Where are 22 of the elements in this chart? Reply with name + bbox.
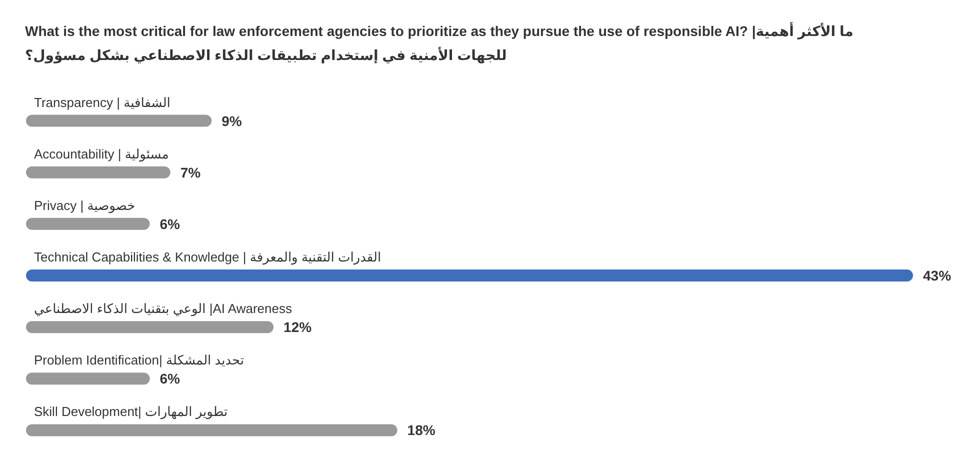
data-label: 6% [160,370,181,387]
y-tick-label: Accountability | مسئولية [34,146,169,162]
y-tick-label: Skill Development| تطوير المهارات [34,404,228,420]
data-label: 12% [284,319,312,336]
bar [26,218,150,230]
data-label: 7% [180,164,202,180]
y-tick-label: Transparency | الشفافية [34,94,170,110]
y-tick-label: Problem Identification| تحديد المشكلة [34,352,244,368]
bar [26,114,212,127]
bar [26,321,274,334]
data-label: 6% [160,216,181,232]
y-tick-label: Technical Capabilities & Knowledge | القدرات التقنية والمعرفة [34,250,382,266]
y-tick-label: الوعي بتقنيات الذكاء الاصطناعي |AI Awareness [34,301,292,318]
data-label: 18% [407,422,436,438]
y-tick-label: Privacy | خصوصية [34,198,136,214]
bar [26,424,398,436]
data-label: 43% [923,268,952,284]
bar [26,166,170,178]
chart-title: What is the most critical for law enforcement agencies to prioritize as they pursue the use of responsible AI? |ما الأكثر أهمية للجهات الأمنية في إستخدام تطبيقات الذكاء الاصطناعي بشكل مسؤول؟ [25,22,854,64]
bar [26,372,150,385]
bar [26,270,913,282]
data-label: 9% [222,112,242,129]
